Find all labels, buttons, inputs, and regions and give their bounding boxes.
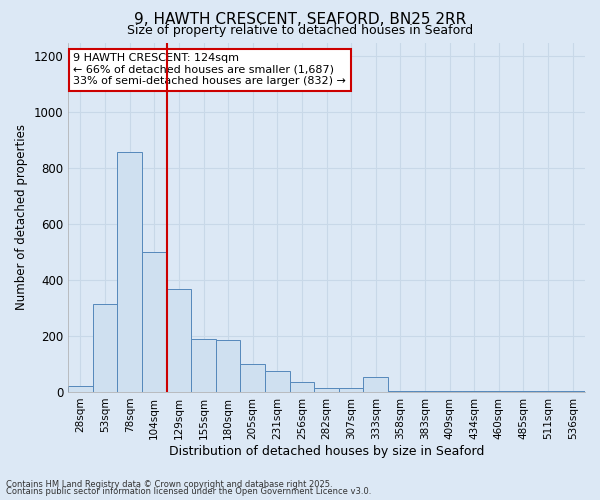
Bar <box>536 390 560 392</box>
Bar <box>216 340 241 392</box>
Bar <box>93 304 118 392</box>
Text: Size of property relative to detached houses in Seaford: Size of property relative to detached ho… <box>127 24 473 37</box>
Bar <box>241 364 265 392</box>
Text: 9, HAWTH CRESCENT, SEAFORD, BN25 2RR: 9, HAWTH CRESCENT, SEAFORD, BN25 2RR <box>134 12 466 28</box>
Bar <box>339 388 364 392</box>
Bar <box>68 386 93 392</box>
Bar <box>314 388 339 392</box>
Y-axis label: Number of detached properties: Number of detached properties <box>15 124 28 310</box>
Bar <box>290 382 314 392</box>
Text: Contains HM Land Registry data © Crown copyright and database right 2025.: Contains HM Land Registry data © Crown c… <box>6 480 332 489</box>
Bar <box>118 152 142 392</box>
Bar <box>364 376 388 392</box>
Bar <box>142 252 167 392</box>
Bar <box>265 371 290 392</box>
Bar <box>191 339 216 392</box>
Bar <box>167 288 191 392</box>
X-axis label: Distribution of detached houses by size in Seaford: Distribution of detached houses by size … <box>169 444 484 458</box>
Text: 9 HAWTH CRESCENT: 124sqm
← 66% of detached houses are smaller (1,687)
33% of sem: 9 HAWTH CRESCENT: 124sqm ← 66% of detach… <box>73 53 346 86</box>
Text: Contains public sector information licensed under the Open Government Licence v3: Contains public sector information licen… <box>6 487 371 496</box>
